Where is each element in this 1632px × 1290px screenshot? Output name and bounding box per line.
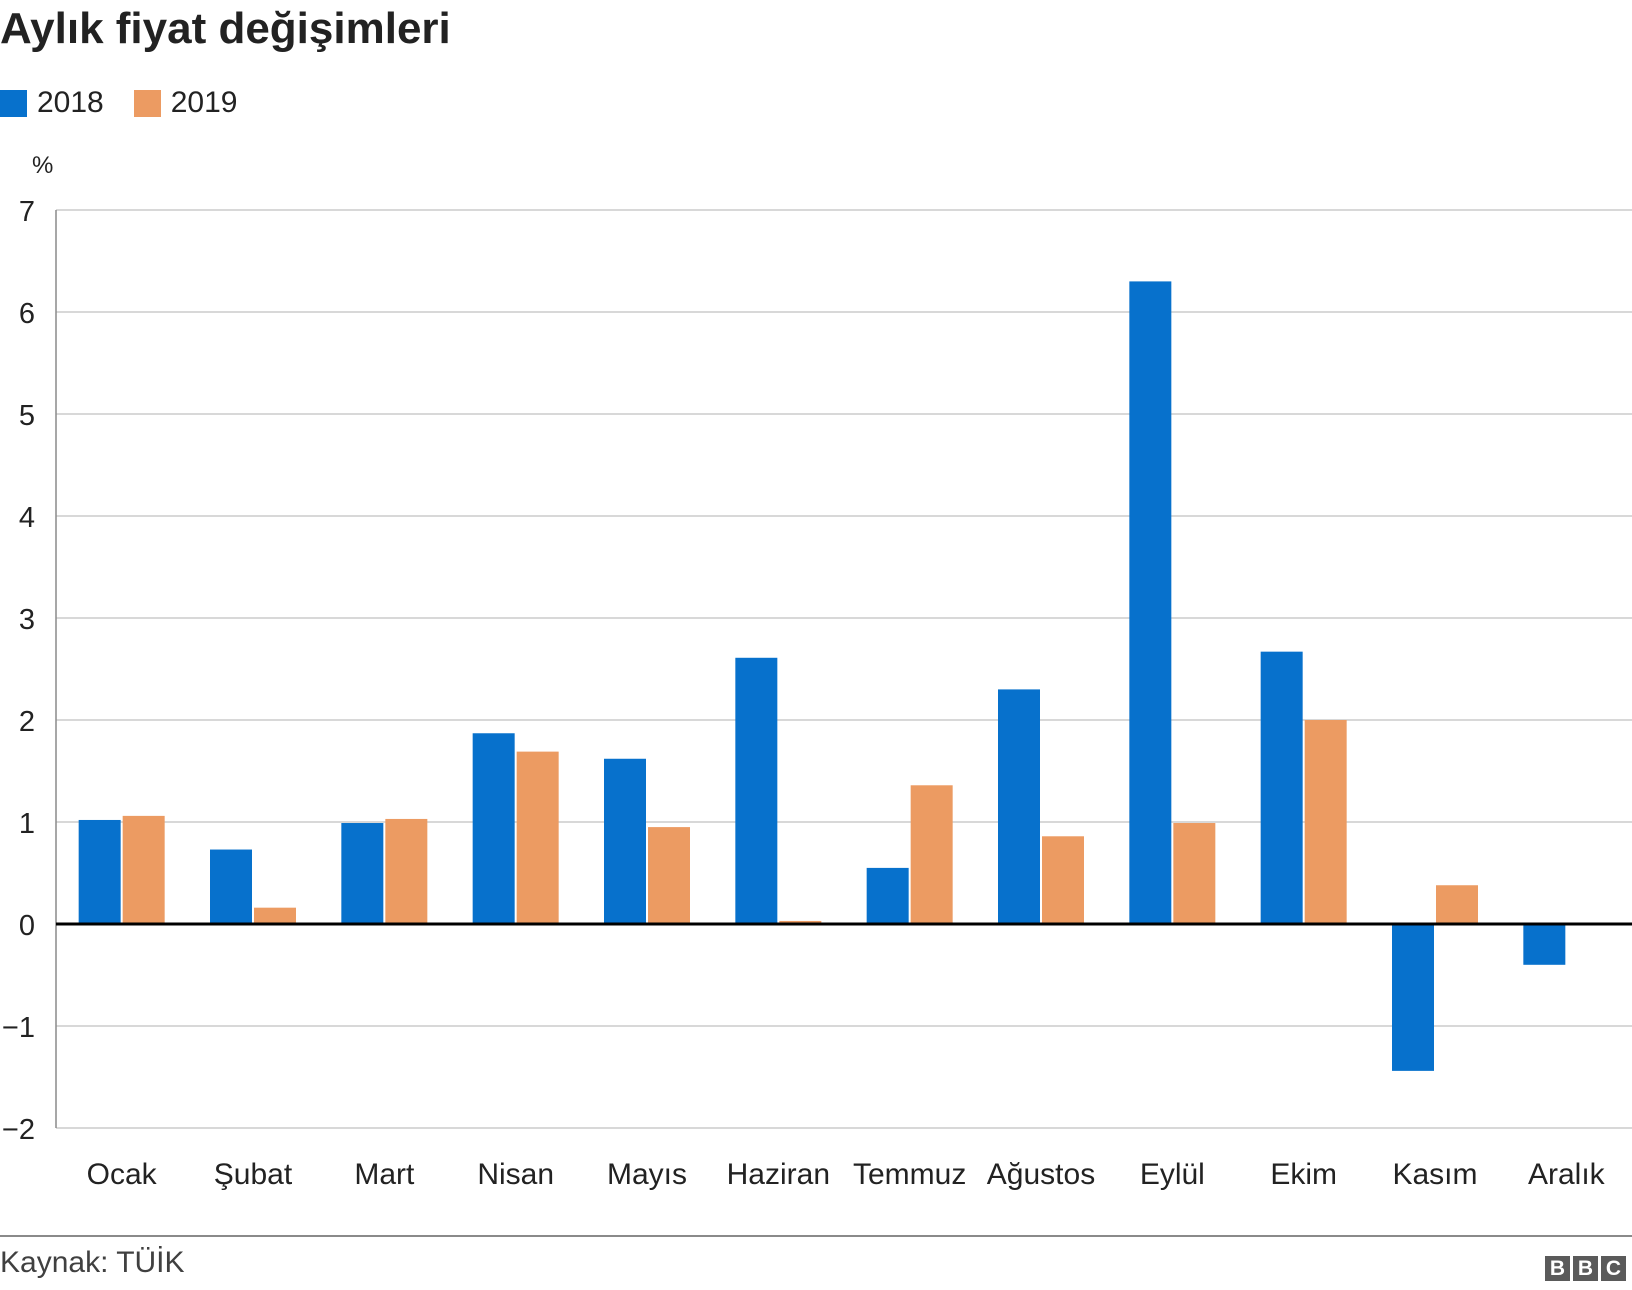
bar-2018 [1523,924,1566,965]
legend: 2018 2019 [0,86,268,120]
bar-2018 [78,819,121,924]
bar-2019 [779,920,822,924]
footer-divider [0,1235,1632,1237]
y-tick-label: 2 [19,706,35,738]
y-tick-label: 3 [19,604,35,636]
bar-2018 [1260,651,1303,924]
legend-label-2018: 2018 [37,86,104,119]
y-tick-label: 7 [19,196,35,228]
logo-letter-2: B [1573,1256,1598,1281]
x-tick-label: Mart [354,1158,415,1191]
legend-item-2018: 2018 [0,86,104,120]
bar-2019 [1173,823,1216,924]
bar-2018 [866,867,909,924]
x-tick-label: Temmuz [853,1158,966,1191]
bar-2018 [472,733,515,924]
chart-title: Aylık fiyat değişimleri [0,4,451,53]
bar-2019 [122,815,165,924]
bar-2019 [1304,720,1347,924]
bar-2018 [1129,281,1172,924]
bar-2019 [516,751,559,924]
y-axis-unit-label: % [32,152,54,179]
logo-letter-3: C [1601,1256,1626,1281]
bar-chart: 7 6 5 4 3 2 1 0 −1 −2 Ocak Şubat Mart Nisan Mayıs Hazir… [2,196,1632,1191]
x-tick-label: Ocak [87,1158,158,1191]
x-tick-label: Kasım [1392,1158,1477,1191]
y-tick-label: 6 [19,298,35,330]
y-tick-label: 5 [19,400,35,432]
bar-2019 [648,827,690,924]
bar-2018 [604,758,646,924]
y-tick-label: 0 [19,910,35,942]
bar-2018 [1392,924,1434,1071]
bar-2019 [1042,836,1084,924]
bar-2018 [735,657,778,924]
y-tick-label: −2 [2,1114,35,1146]
legend-swatch-2018 [0,89,27,117]
y-tick-label: −1 [2,1012,35,1044]
x-tick-label: Mayıs [607,1158,687,1191]
source-note: Kaynak: TÜİK [0,1246,185,1279]
x-tick-label: Şubat [214,1158,293,1191]
x-tick-label: Ağustos [987,1158,1095,1191]
legend-label-2019: 2019 [170,86,238,119]
x-tick-label: Nisan [477,1158,554,1191]
legend-item-2019: 2019 [133,86,238,120]
legend-swatch-2019 [133,89,161,117]
bar-2018 [998,689,1040,924]
bar-2018 [341,823,384,924]
bar-2019 [385,818,428,924]
y-tick-label: 1 [19,808,35,840]
x-tick-label: Haziran [727,1158,830,1191]
bar-2018 [210,849,252,924]
y-tick-label: 4 [19,502,35,534]
bbc-logo: B B C [1542,1256,1626,1281]
bar-2019 [254,907,296,924]
x-tick-label: Aralık [1528,1158,1606,1191]
x-tick-label: Eylül [1140,1158,1205,1191]
x-tick-label: Ekim [1270,1158,1337,1191]
logo-letter-1: B [1545,1256,1570,1281]
bar-2019 [910,785,953,924]
bar-2019 [1436,885,1478,924]
